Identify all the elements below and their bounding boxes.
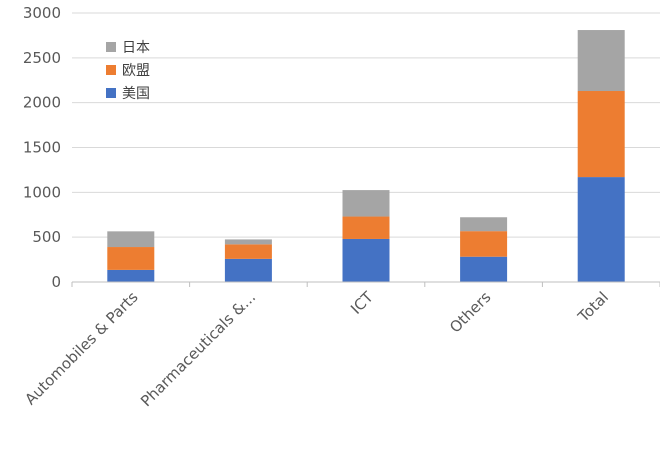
y-tick-label: 1000 xyxy=(23,183,61,201)
bar-segment-2-5 xyxy=(577,91,625,178)
bar-segment-1-1 xyxy=(107,269,155,282)
legend-label: 美国 xyxy=(122,86,150,102)
bar-segment-3-5 xyxy=(577,30,625,92)
legend-swatch xyxy=(106,88,116,98)
x-tick-label: Others xyxy=(446,288,495,337)
x-axis xyxy=(71,281,660,287)
bar-segment-2-3 xyxy=(342,216,390,239)
gridlines xyxy=(72,12,660,238)
legend-label: 日本 xyxy=(122,40,150,56)
x-tick-label: Pharmaceuticals &... xyxy=(137,288,259,410)
x-tick-label: Automobiles & Parts xyxy=(21,288,141,408)
y-tick-label: 2000 xyxy=(23,94,61,112)
bars xyxy=(107,30,625,282)
bar-segment-3-1 xyxy=(107,231,155,248)
x-tick-label: ICT xyxy=(347,288,377,318)
y-tick-label: 0 xyxy=(51,273,61,291)
y-tick-label: 2500 xyxy=(23,49,61,67)
legend-label: 欧盟 xyxy=(122,63,150,79)
bar-segment-3-2 xyxy=(224,239,272,245)
y-tick-label: 1500 xyxy=(23,139,61,157)
bar-segment-2-2 xyxy=(224,244,272,259)
x-tick-label: Total xyxy=(574,288,612,326)
bar-segment-3-4 xyxy=(460,217,508,232)
bar-segment-2-1 xyxy=(107,247,155,270)
y-tick-label: 500 xyxy=(32,228,61,246)
bar-segment-1-4 xyxy=(460,256,508,282)
bar-segment-1-3 xyxy=(342,238,390,282)
bar-segment-2-4 xyxy=(460,231,508,257)
legend-swatch xyxy=(106,42,116,52)
bar-segment-1-5 xyxy=(577,177,625,282)
legend-swatch xyxy=(106,65,116,75)
bar-segment-3-3 xyxy=(342,190,390,217)
bar-segment-1-2 xyxy=(224,258,272,282)
y-axis-tick-labels: 0 500 1000 1500 2000 2500 3000 xyxy=(23,4,61,291)
y-tick-label: 3000 xyxy=(23,4,61,22)
